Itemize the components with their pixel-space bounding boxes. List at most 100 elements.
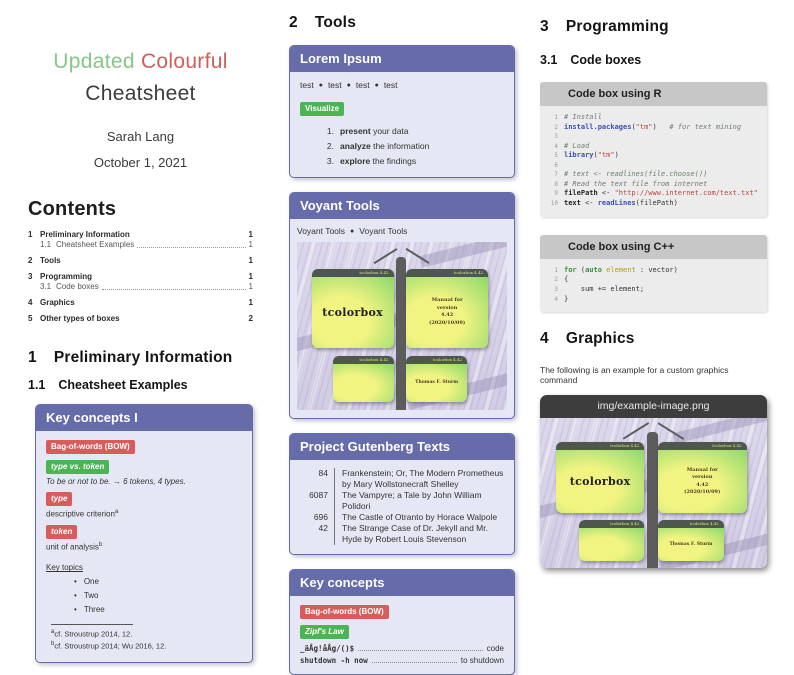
poster-box-body: tcolorbox — [311, 276, 394, 348]
cpp-code-box-title: Code box using C++ — [540, 234, 767, 259]
footnotes: acf. Stroustrup 2014, 12. bcf. Stroustrup… — [51, 628, 242, 652]
code-line: 4 # Load — [546, 142, 759, 152]
section-title: Graphics — [565, 330, 635, 348]
poster-box-body: tcolorbox — [555, 450, 645, 513]
toc-page-number: 1 — [248, 282, 253, 291]
toc-label: Tools — [40, 256, 61, 265]
code-token: text — [564, 199, 581, 208]
code-token: # text <- readlines(file.choose()) — [564, 170, 708, 179]
test-items-line: test ● test ● test ● test — [300, 80, 504, 90]
toc-number: 2 — [28, 256, 33, 265]
newspaper-band — [419, 242, 507, 268]
toc-leader — [137, 247, 246, 248]
line-number: 3 — [554, 133, 558, 141]
example-image: tcolorbox 4.42 tcolorbox tcolorbox 4.42 Man… — [540, 418, 767, 569]
key-concepts-1-box: Key concepts I Bag-of-words (BOW) type v… — [35, 404, 253, 663]
code-line: 8 # Read the text file from internet — [546, 180, 759, 190]
section-number: 2 — [289, 14, 298, 31]
box-title-voyant-tools: Voyant Tools — [290, 193, 514, 219]
list-item-number: 3. — [326, 156, 334, 166]
poster-box-header: tcolorbox 4.42 — [658, 442, 747, 451]
footnote-rule — [51, 624, 133, 626]
badge-visualize: Visualize — [300, 102, 345, 116]
toc-label: Preliminary Information — [40, 230, 130, 239]
code-token: ) — [614, 151, 619, 160]
figure-title-bar: img/example-image.png — [540, 395, 767, 419]
gutenberg-title: The Castle of Otranto by Horace Walpole — [334, 512, 497, 524]
gutenberg-row: 6087 The Vampyre; a Tale by John William … — [300, 490, 504, 513]
separator-dot-icon: ● — [318, 82, 323, 89]
author-name: Sarah Lang — [106, 129, 175, 144]
key-topic-item: • Three — [74, 605, 242, 614]
subsection-number: 3.1 — [540, 53, 558, 67]
type-token-example: To be or not to be. → 6 tokens, 4 types. — [46, 477, 186, 486]
toc-label: Code boxes — [56, 282, 99, 291]
lorem-numbered-list: 1. present your data 2. analyze the informa… — [324, 126, 504, 166]
toc-entry: 4 Graphics 1 — [28, 298, 253, 307]
toc-entry: 1.1 Cheatsheet Examples 1 — [28, 240, 253, 249]
gutenberg-id: 6087 — [309, 490, 328, 501]
section-number: 4 — [540, 330, 549, 348]
bullet-icon: • — [74, 605, 77, 615]
table-of-contents: 1 Preliminary Information 1 1.1 Cheatsheet E… — [28, 230, 253, 323]
list-item: 1. present your data — [324, 126, 504, 136]
r-code-lines: 1 # Install 2 install.packages("tm") # for … — [540, 106, 767, 217]
section-number: 1 — [28, 349, 37, 366]
poster-box-manual: tcolorbox 4.42 Manual for version 4.42 (2020… — [406, 268, 489, 348]
code-line: 3 — [546, 132, 759, 141]
separator-dot-icon: ● — [350, 228, 355, 235]
key-topic-item: • One — [74, 577, 242, 586]
toc-page-number: 1 — [248, 230, 253, 239]
toc-number: 3 — [28, 272, 33, 281]
toc-entry: 2 Tools 1 — [28, 256, 253, 265]
section-3-heading: 3 Programming — [540, 18, 767, 36]
voyant-tools-box: Voyant Tools Voyant Tools ● Voyant Tools t… — [289, 192, 515, 419]
separator-dot-icon: ● — [374, 82, 379, 89]
title-word-updated: Updated — [53, 50, 135, 73]
dotline-item: test — [300, 80, 314, 90]
key-concepts-1-body: Bag-of-words (BOW) type vs. token To be … — [36, 431, 252, 662]
toc-label: Other types of boxes — [40, 314, 120, 323]
code-token: readLines — [597, 199, 636, 208]
toc-number: 5 — [28, 314, 33, 323]
poster-box-empty: tcolorbox 4.42 — [578, 520, 645, 561]
footnote-mark: b — [51, 641, 55, 648]
title-line-1: Updated Colourful — [28, 46, 253, 78]
line-number: 3 — [554, 286, 558, 294]
code-line: 2 install.packages("tm") # for text minin… — [546, 123, 759, 133]
page: { "header": { "title_word1": "Updated", … — [28, 14, 767, 675]
manual-line: version — [436, 304, 458, 311]
code-token: } — [564, 294, 569, 303]
code-text: shutdown -h now — [300, 656, 368, 666]
manual-line: (2020/10/09) — [429, 319, 466, 326]
token-definition: unit of analysisb — [46, 542, 242, 552]
bullet-icon: • — [74, 577, 77, 587]
toc-number: 3.1 — [40, 282, 52, 291]
code-line: 4} — [546, 295, 759, 305]
gutenberg-row: 84 Frankenstein; Or, The Modern Prometheu… — [300, 468, 504, 491]
toc-number: 4 — [28, 298, 33, 307]
badge-bag-of-words-2: Bag-of-words (BOW) — [300, 605, 389, 620]
code-line: 10 text <- readLines (filePath) — [546, 199, 759, 209]
code-token: filePath — [564, 189, 598, 198]
type-definition: descriptive criteriona — [46, 509, 242, 519]
toc-label: Graphics — [40, 298, 75, 307]
line-number: 6 — [554, 161, 558, 169]
list-item: 2. analyze the information — [324, 141, 504, 151]
toc-page-number: 1 — [248, 256, 253, 265]
poster-box-body: Manual for version 4.42 (2020/10/09) — [406, 276, 489, 348]
poster-box-header: tcolorbox 4.42 — [311, 268, 394, 277]
line-number: 4 — [554, 142, 558, 150]
code-line: 6 — [546, 161, 759, 170]
gutenberg-id: 696 — [313, 512, 328, 523]
footnote-mark-a: a — [114, 509, 119, 515]
dotline-item: test — [383, 80, 398, 90]
title-word-colourful: Colourful — [140, 50, 228, 73]
gutenberg-title: The Strange Case of Dr. Jekyll and Mr. H… — [334, 523, 504, 546]
code-token: "tm" — [635, 122, 653, 131]
graphics-intro-text: The following is an example for a custom… — [540, 365, 729, 386]
subsection-title: Code boxes — [570, 53, 642, 67]
code-token — [657, 123, 670, 133]
code-token: ( — [593, 151, 598, 160]
code-token: auto — [585, 265, 602, 274]
